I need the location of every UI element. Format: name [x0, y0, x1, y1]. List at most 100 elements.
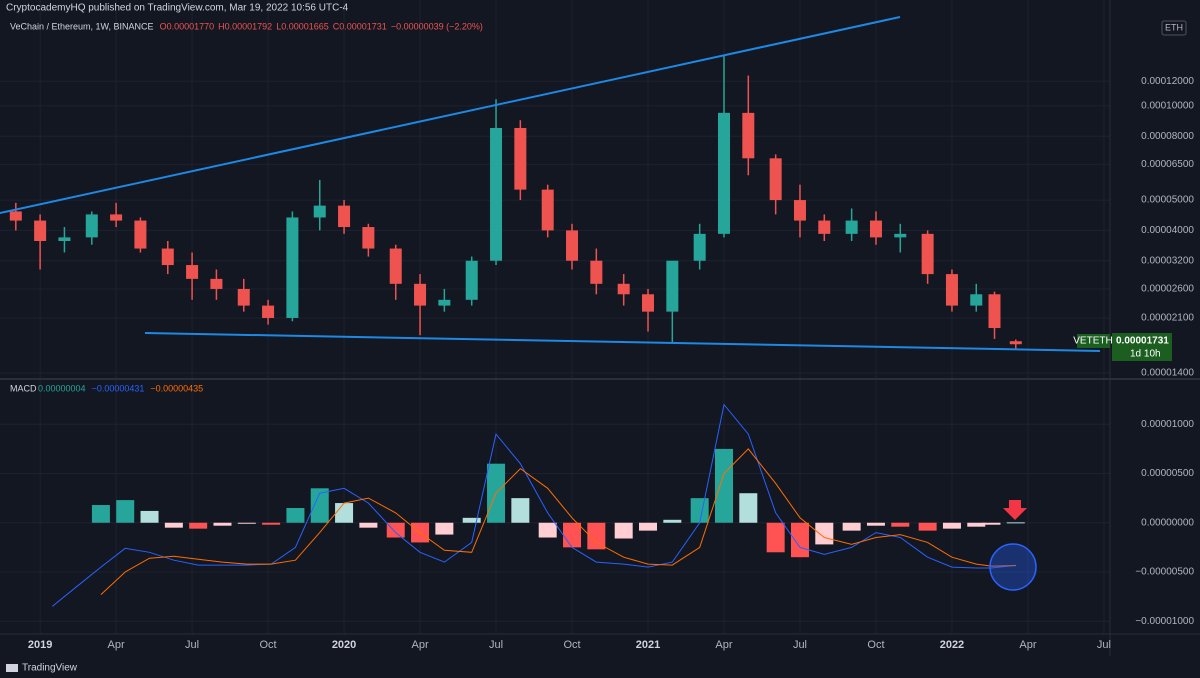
candle-body [237, 288, 250, 306]
ohlc-legend: O0.00001770 H0.00001792 L0.00001665 C0.0000… [160, 21, 483, 31]
candle-body [362, 227, 375, 249]
candle-body [566, 230, 579, 261]
x-tick-label: Oct [563, 639, 580, 651]
lower-trendline [144, 332, 1101, 352]
highlight-circle [989, 543, 1037, 591]
x-tick-label: Jul [793, 639, 807, 651]
histogram-bar [91, 505, 110, 523]
y-tick-label: 0.00002100 [1141, 313, 1194, 324]
candle-body [1009, 341, 1022, 345]
y-tick-label: −0.00001000 [1135, 616, 1194, 627]
candle-body [717, 112, 730, 234]
candle-body [338, 205, 351, 228]
histogram-bar [359, 522, 378, 528]
y-tick-label: 0.00005000 [1141, 195, 1194, 206]
candle-body [818, 220, 831, 234]
candle-body [514, 127, 527, 190]
publisher: CryptocademyHQ published on TradingView.… [6, 3, 349, 14]
candle-body [134, 220, 147, 249]
candle-body [34, 220, 47, 241]
histogram-bar [739, 493, 758, 523]
x-tick-label: Jul [1097, 639, 1111, 651]
candle-body [490, 127, 503, 261]
histogram-bar [587, 522, 606, 550]
last-price-badge [1112, 333, 1172, 361]
histogram-bar [511, 498, 530, 523]
y-tick-label: 0.00012000 [1141, 76, 1194, 87]
brand-logo [6, 664, 18, 672]
histogram-bar [663, 519, 682, 523]
histogram-bar [164, 522, 183, 528]
histogram-bar [310, 488, 329, 523]
upper-trendline [0, 16, 901, 214]
histogram-bar [262, 522, 281, 525]
symbol: VETETH [1073, 336, 1112, 347]
macd-legend: 0.00000004 −0.00000431 −0.00000435 [38, 383, 203, 393]
candle-body [85, 214, 98, 238]
histogram-bar [563, 522, 582, 548]
candle-body [161, 248, 174, 266]
marks [9, 55, 1025, 607]
histogram-bar [891, 522, 910, 527]
y-tick-label: 0.00000500 [1141, 468, 1194, 479]
histogram-bar [942, 522, 961, 529]
candle-body [110, 214, 123, 221]
x-tick-label: 2022 [940, 639, 964, 651]
y-tick-label: 0.00006500 [1141, 159, 1194, 170]
change: −0.00000039 (−2.20%) [391, 21, 483, 31]
histogram-bar [866, 522, 885, 526]
histogram-bar [714, 448, 733, 523]
candle-body [970, 294, 983, 306]
histogram-bar [189, 522, 208, 529]
histogram-bar [140, 510, 159, 523]
histogram-bar [237, 522, 256, 524]
ohlc-value: O0.00001770 [160, 21, 215, 31]
histogram-bar [386, 522, 405, 538]
histogram-bar [815, 522, 834, 545]
red-arrow [1003, 500, 1027, 520]
candle-body [945, 274, 958, 306]
ohlc-value: H0.00001792 [218, 21, 272, 31]
y-tick-label: −0.00000500 [1135, 567, 1194, 578]
y-tick-label: 0.00003200 [1141, 255, 1194, 266]
candle-body [262, 305, 275, 318]
histogram-bar [967, 522, 986, 527]
candle-body [617, 283, 630, 295]
histogram-bar [213, 522, 232, 526]
candle-body [666, 260, 679, 312]
macd-line [51, 403, 1016, 607]
brand: TradingView [22, 663, 78, 674]
histogram-bar [462, 517, 481, 523]
macd-title: MACD [10, 383, 37, 393]
currency: ETH [1165, 22, 1183, 32]
x-tick-label: Oct [260, 639, 277, 651]
candle-body [389, 248, 402, 284]
candle-body [414, 283, 427, 306]
candle-body [988, 294, 1001, 329]
histogram-bar [639, 522, 658, 531]
candle-body [693, 233, 706, 261]
ohlc-value: C0.00001731 [333, 21, 387, 31]
histogram-bar [790, 522, 809, 558]
x-tick-label: 2020 [332, 639, 356, 651]
histogram-bar [614, 522, 633, 539]
histogram-bar [690, 498, 709, 523]
y-tick-label: 0.00008000 [1141, 131, 1194, 142]
candle-body [742, 112, 755, 159]
histogram-bar [116, 500, 135, 523]
histogram-bar [335, 503, 354, 523]
histogram-bar [286, 507, 305, 523]
symbol-title: VeChain / Ethereum, 1W, BINANCE [10, 21, 154, 31]
legend-value: −0.00000431 [92, 383, 145, 393]
y-tick-label: 0.00004000 [1141, 225, 1194, 236]
x-tick-label: Apr [1019, 639, 1036, 651]
candle-body [9, 211, 22, 221]
x-tick-label: Jul [489, 639, 503, 651]
x-tick-label: Oct [867, 639, 884, 651]
histogram-bar [842, 522, 861, 531]
histogram-bar [918, 522, 937, 531]
candle-body [869, 220, 882, 238]
macd-line [100, 448, 1016, 595]
y-tick-label: 0.00001400 [1141, 368, 1194, 379]
